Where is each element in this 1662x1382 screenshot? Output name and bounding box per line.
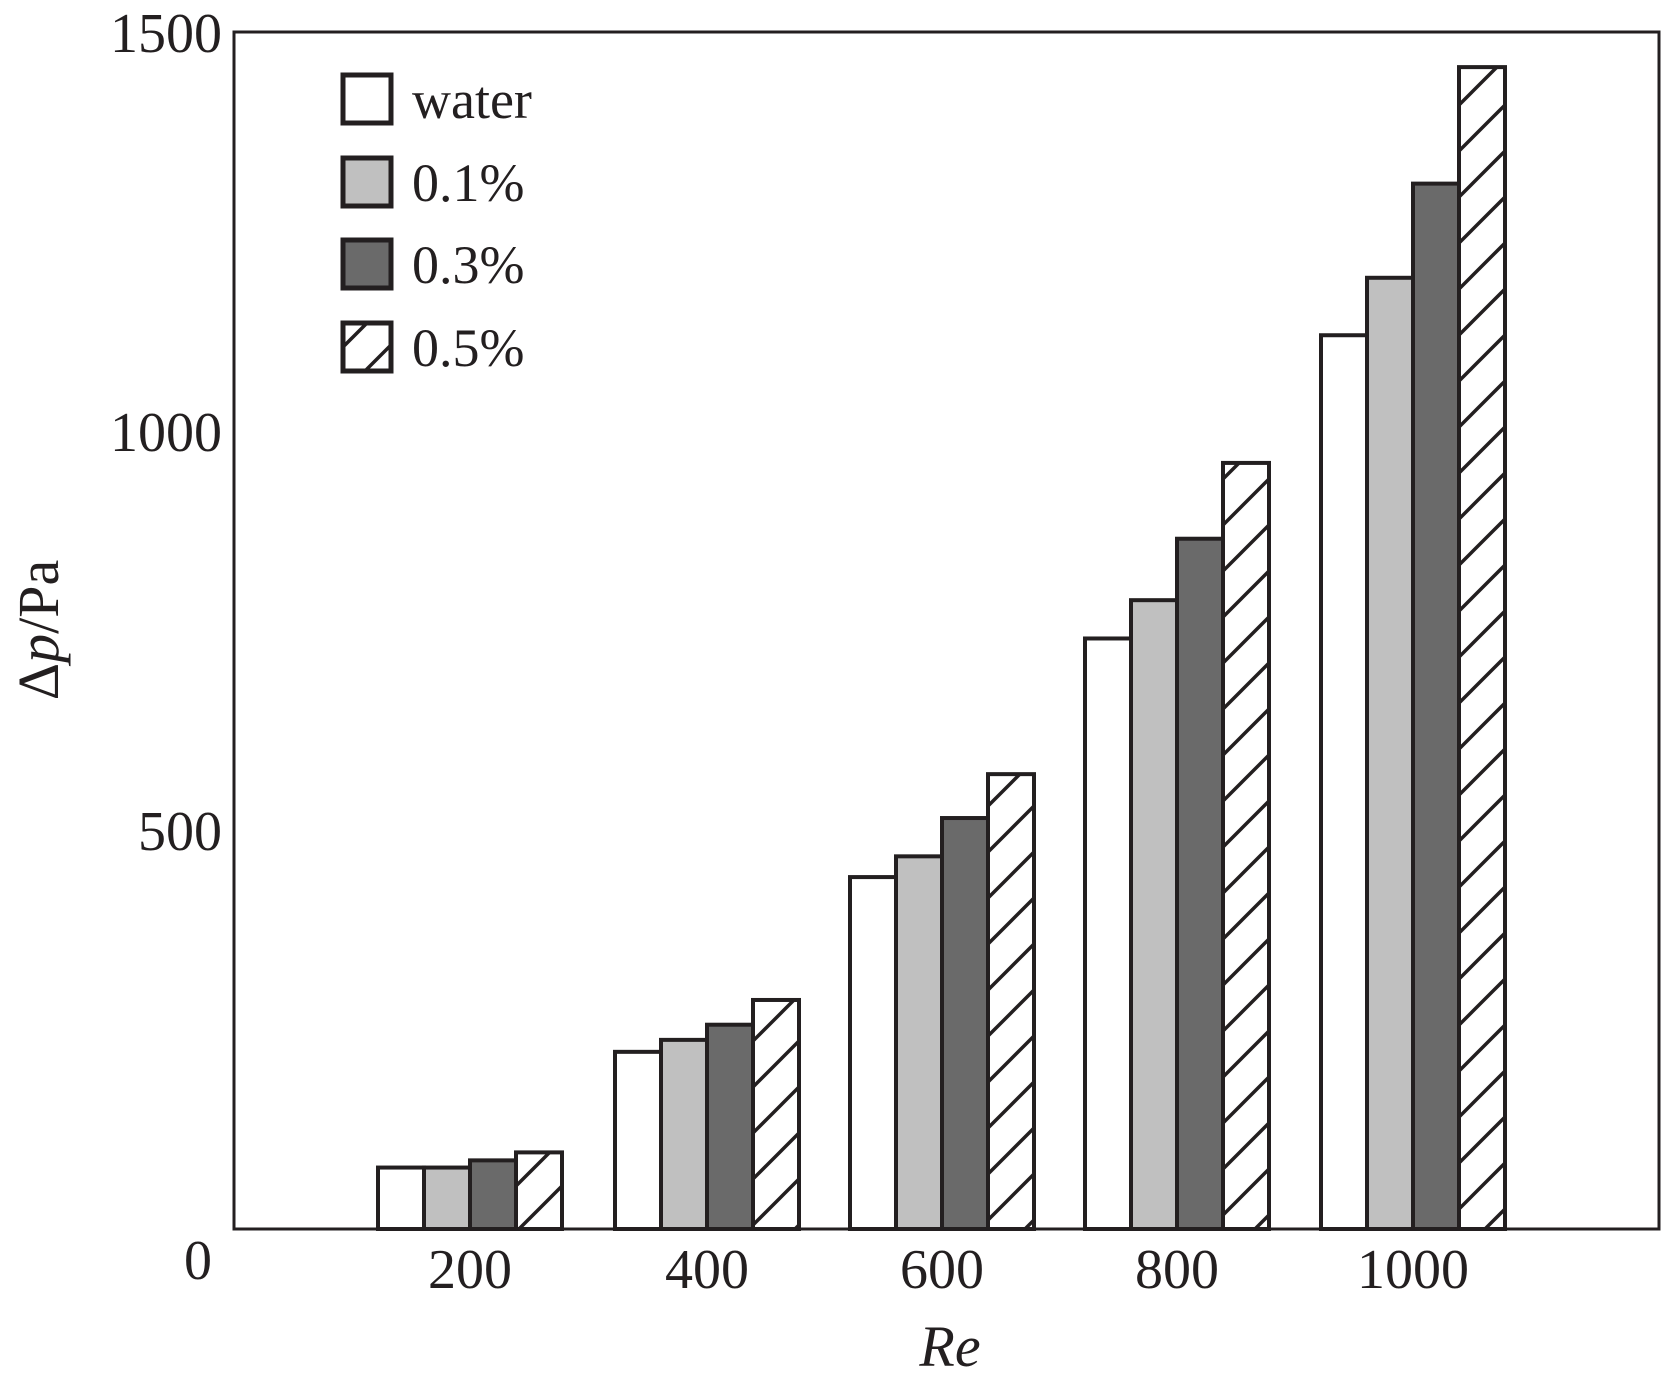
legend-swatch-0_3pct [340, 237, 394, 291]
bar-0_5pct-re-200 [514, 1150, 564, 1231]
y-tick-label-1000: 1000 [110, 402, 222, 464]
legend-swatch-0_1pct [340, 155, 394, 209]
x-axis-label: Re [918, 1314, 980, 1379]
bar-0_5pct-re-400 [751, 997, 801, 1231]
bar-0_5pct-re-600 [986, 772, 1036, 1231]
x-tick-label-200: 200 [428, 1239, 512, 1301]
y-tick-label-500: 500 [138, 801, 222, 863]
bar-0_5pct-re-1000 [1457, 65, 1507, 1231]
bars-group [376, 65, 1507, 1232]
y-tick-label-0: 0 [184, 1230, 212, 1292]
bar-0_1pct-re-600 [894, 854, 944, 1231]
bar-0_3pct-re-800 [1175, 536, 1225, 1231]
legend-swatch-0_5pct [340, 320, 394, 374]
legend: water 0.1% 0.3% 0.5% [340, 70, 532, 378]
bar-water-re-800 [1083, 636, 1133, 1231]
legend-label-0_5pct: 0.5% [412, 318, 524, 378]
legend-swatch-water [340, 72, 394, 126]
x-tick-label-800: 800 [1135, 1239, 1219, 1301]
bar-0_3pct-re-400 [705, 1022, 755, 1232]
bar-0_1pct-re-200 [422, 1165, 472, 1231]
bar-0_3pct-re-1000 [1411, 181, 1461, 1231]
legend-label-water: water [412, 70, 532, 130]
legend-label-0_3pct: 0.3% [412, 235, 524, 295]
y-tick-labels: 0 500 1000 1500 [110, 3, 222, 1292]
bar-0_5pct-re-800 [1221, 460, 1271, 1232]
bar-water-re-200 [376, 1165, 426, 1231]
legend-label-0_1pct: 0.1% [412, 153, 524, 213]
bar-0_3pct-re-200 [468, 1158, 518, 1231]
bar-0_1pct-re-1000 [1365, 275, 1415, 1231]
x-tick-label-1000: 1000 [1357, 1239, 1469, 1301]
x-tick-label-400: 400 [665, 1239, 749, 1301]
x-tick-labels: 200 400 600 800 1000 [428, 1239, 1469, 1301]
y-tick-label-1500: 1500 [110, 3, 222, 65]
y-axis-label-unit: /Pa [6, 560, 71, 634]
x-tick-label-600: 600 [900, 1239, 984, 1301]
y-axis-label-variable: p [6, 634, 71, 667]
bar-0_1pct-re-400 [659, 1037, 709, 1232]
bar-water-re-600 [848, 875, 898, 1231]
bar-water-re-1000 [1319, 333, 1369, 1231]
bar-0_1pct-re-800 [1129, 598, 1179, 1231]
bar-0_3pct-re-600 [940, 816, 990, 1232]
y-axis-label-delta: Δ [6, 663, 71, 700]
y-axis-label: Δp/Pa [6, 560, 71, 700]
bar-water-re-400 [613, 1049, 663, 1231]
